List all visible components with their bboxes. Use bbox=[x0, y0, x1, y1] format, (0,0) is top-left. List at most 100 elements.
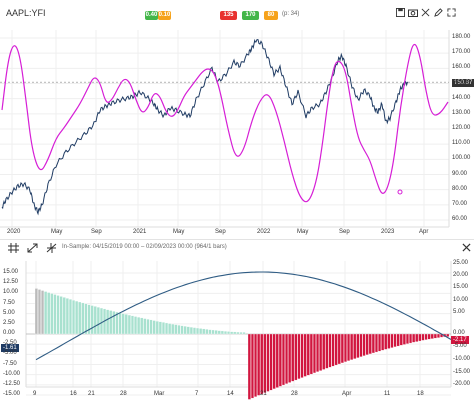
histogram-bar-negative bbox=[396, 333, 400, 347]
osc-y-tick-right: -10.00 bbox=[453, 356, 471, 362]
histogram-bar-negative bbox=[275, 333, 279, 388]
histogram-bar-positive bbox=[155, 320, 159, 335]
histogram-bar-negative bbox=[353, 333, 357, 359]
histogram-bar-negative bbox=[387, 333, 391, 349]
price-chart[interactable] bbox=[0, 0, 474, 240]
histogram-bar-negative bbox=[257, 333, 261, 396]
histogram-bar-positive bbox=[59, 296, 63, 335]
price-x-tick: Sep bbox=[339, 229, 350, 235]
pencil-icon[interactable] bbox=[434, 8, 443, 21]
histogram-bar-negative bbox=[424, 333, 428, 340]
histogram-bar-positive bbox=[112, 311, 116, 335]
extra-label: (p: 34) bbox=[282, 11, 300, 17]
histogram-bar-positive bbox=[53, 294, 57, 335]
histogram-bar-negative bbox=[384, 333, 388, 350]
symbol-label[interactable]: AAPL:YFI bbox=[6, 8, 46, 18]
osc-y-tick: 12.50 bbox=[3, 279, 19, 286]
price-y-tick: 60.00 bbox=[452, 216, 468, 222]
histogram-bar-negative bbox=[250, 333, 254, 399]
histogram-bar-negative bbox=[418, 333, 422, 342]
histogram-bar-negative bbox=[381, 333, 385, 351]
histogram-bar-negative bbox=[297, 333, 301, 380]
histogram-bar-positive bbox=[171, 323, 175, 335]
grid-icon[interactable] bbox=[8, 243, 19, 256]
histogram-bar-positive bbox=[192, 327, 196, 335]
price-y-tick: 170.00 bbox=[452, 49, 471, 56]
count-badge-red: 135 bbox=[220, 11, 237, 20]
osc-y-tick-right: 0.00 bbox=[453, 330, 465, 336]
price-x-tick: May bbox=[173, 229, 185, 235]
histogram-bar-positive bbox=[233, 331, 237, 335]
histogram-bar-positive bbox=[78, 301, 82, 335]
histogram-bar-positive bbox=[87, 304, 91, 335]
price-y-tick: 80.00 bbox=[452, 185, 468, 192]
oscillator-curve bbox=[35, 271, 452, 361]
histogram-bar-negative bbox=[368, 333, 372, 355]
histogram-bar-positive bbox=[189, 326, 193, 335]
histogram-bar-negative bbox=[430, 333, 434, 339]
histogram-bar-negative bbox=[446, 333, 450, 337]
panel-divider bbox=[0, 239, 474, 258]
osc-y-tick: 15.00 bbox=[3, 269, 19, 275]
cycle-marker[interactable] bbox=[397, 189, 403, 195]
histogram-bar-positive bbox=[223, 331, 227, 335]
histogram-bar-positive bbox=[34, 288, 38, 335]
collapse-arrows-icon[interactable] bbox=[46, 243, 57, 256]
price-y-tick: 120.00 bbox=[452, 125, 471, 131]
histogram-bar-negative bbox=[402, 333, 406, 345]
camera-icon[interactable] bbox=[408, 8, 418, 21]
fullscreen-icon[interactable] bbox=[447, 8, 456, 21]
expand-icon[interactable] bbox=[421, 8, 430, 21]
osc-x-tick: 14 bbox=[227, 391, 234, 397]
histogram-bar-negative bbox=[263, 333, 267, 393]
histogram-bar-negative bbox=[399, 333, 403, 346]
histogram-bar-negative bbox=[390, 333, 394, 348]
price-y-tick: 70.00 bbox=[452, 200, 468, 207]
histogram-bar-positive bbox=[196, 327, 200, 335]
histogram-bar-positive bbox=[75, 300, 79, 335]
osc-y-tick-right: 15.00 bbox=[453, 284, 469, 290]
histogram-bar-negative bbox=[269, 333, 273, 391]
histogram-bar-positive bbox=[183, 326, 187, 335]
histogram-bar-positive bbox=[109, 310, 113, 335]
price-x-tick: Apr bbox=[419, 229, 429, 235]
price-series-line bbox=[1, 38, 409, 216]
histogram-bar-negative bbox=[291, 333, 295, 382]
histogram-bar-positive bbox=[37, 289, 41, 335]
histogram-bar-positive bbox=[177, 325, 181, 335]
histogram-bar-negative bbox=[409, 333, 413, 344]
histogram-bar-negative bbox=[247, 333, 251, 400]
close-icon[interactable] bbox=[462, 243, 471, 255]
price-y-tick: 180.00 bbox=[452, 34, 471, 40]
histogram-bar-positive bbox=[161, 322, 165, 335]
osc-y-tick-right: 25.00 bbox=[453, 260, 469, 266]
histogram-bar-negative bbox=[300, 333, 304, 378]
count-badge-orange: 80 bbox=[264, 11, 278, 20]
histogram-bar-positive bbox=[214, 330, 218, 335]
osc-y-tick-right: -15.00 bbox=[453, 369, 471, 375]
osc-y-tick: 0.00 bbox=[3, 330, 15, 336]
histogram-bar-positive bbox=[242, 332, 246, 335]
osc-x-tick: 11 bbox=[384, 391, 391, 397]
histogram-bar-positive bbox=[81, 302, 85, 335]
save-icon[interactable] bbox=[396, 8, 405, 21]
histogram-bar-negative bbox=[374, 333, 378, 353]
osc-y-tick: -15.00 bbox=[3, 391, 21, 397]
osc-y-tick-right: 10.00 bbox=[453, 297, 469, 303]
price-x-tick: 2022 bbox=[257, 229, 271, 235]
histogram-bar-positive bbox=[44, 291, 48, 335]
price-y-tick: 160.00 bbox=[452, 64, 471, 71]
osc-y-tick: 5.00 bbox=[3, 309, 15, 316]
histogram-bar-positive bbox=[121, 313, 125, 335]
histogram-bar-positive bbox=[99, 307, 103, 335]
histogram-bar-positive bbox=[84, 303, 88, 335]
expand-arrows-icon[interactable] bbox=[27, 243, 38, 256]
price-y-tick: 140.00 bbox=[452, 94, 471, 101]
histogram-bar-negative bbox=[337, 333, 341, 365]
histogram-bar-positive bbox=[56, 295, 60, 335]
histogram-bar-positive bbox=[124, 314, 128, 335]
oscillator-chart[interactable] bbox=[0, 257, 474, 400]
histogram-bar-negative bbox=[306, 333, 310, 376]
histogram-bar-negative bbox=[362, 333, 366, 356]
histogram-bar-positive bbox=[149, 319, 153, 335]
